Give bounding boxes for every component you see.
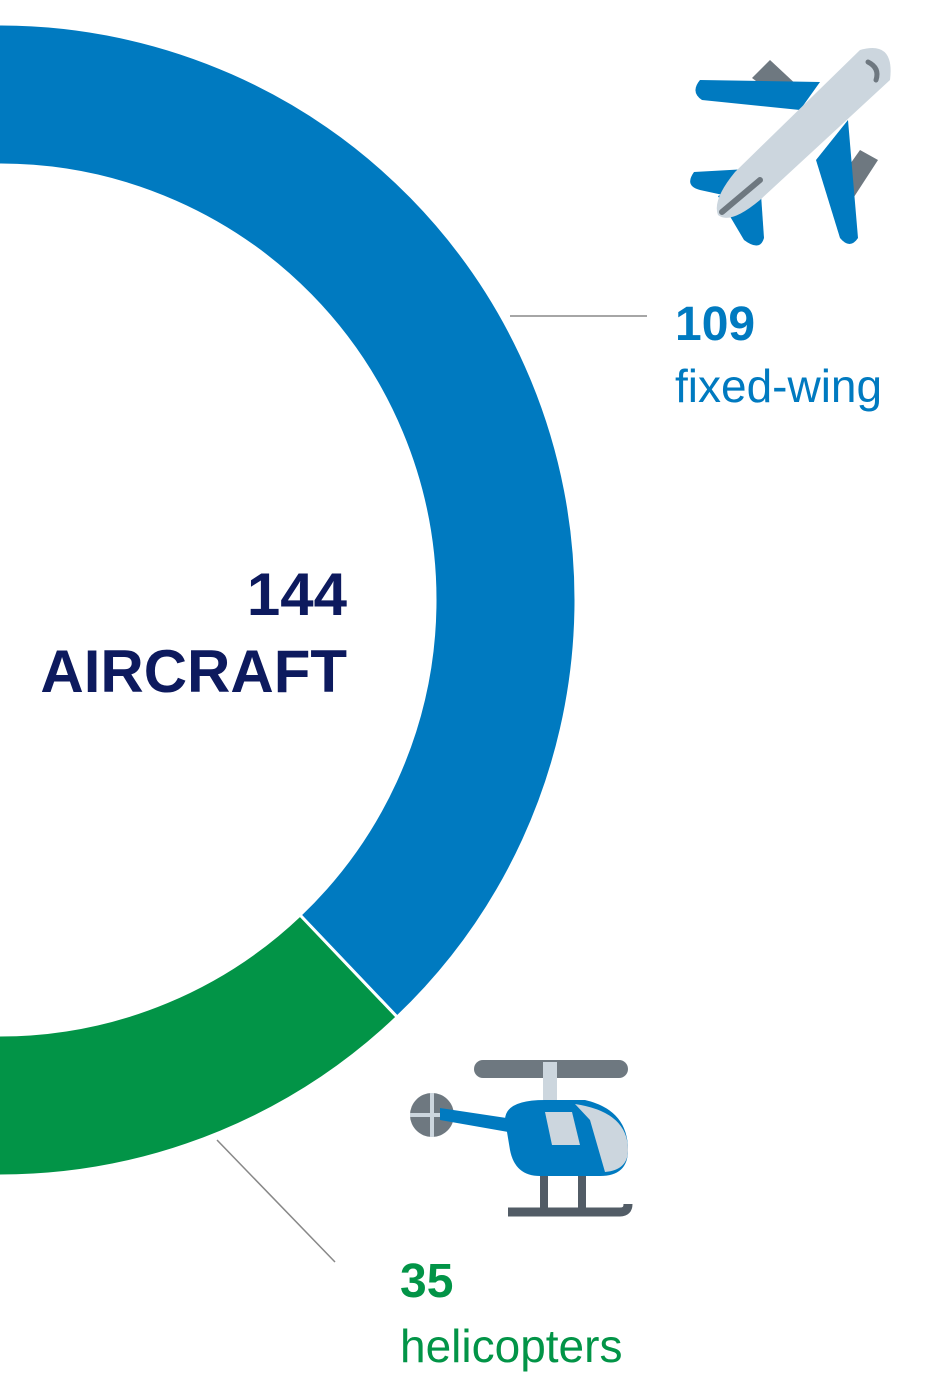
value-label: 109: [675, 298, 755, 351]
center-label: AIRCRAFT: [40, 638, 347, 705]
value-label: 35: [400, 1255, 453, 1308]
donut: [0, 22, 578, 1178]
donut-segment: [0, 22, 578, 1020]
airplane-icon: [690, 48, 891, 246]
donut-segment: [0, 912, 400, 1178]
leader-line: [216, 1139, 336, 1263]
center-total: 144: [247, 561, 348, 628]
category-label: helicopters: [400, 1320, 622, 1372]
category-label: fixed-wing: [675, 360, 882, 412]
helicopter-icon: [410, 1060, 633, 1217]
